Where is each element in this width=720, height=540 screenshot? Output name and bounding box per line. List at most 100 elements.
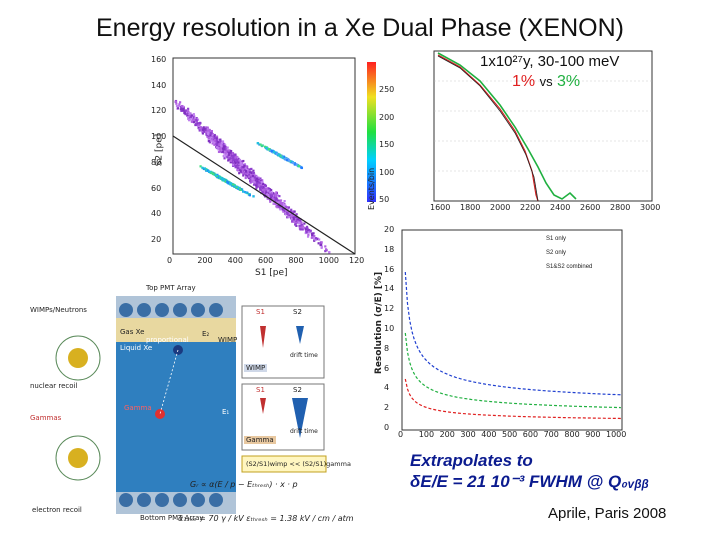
tick-label: 200: [439, 430, 455, 439]
tick-label: 700: [543, 430, 559, 439]
e-field-label: E₁: [222, 408, 230, 416]
extrapolates-line-1: Extrapolates to: [410, 451, 533, 470]
nucleus-top: [68, 348, 88, 368]
wimps-label: WIMPs/Neutrons: [30, 306, 87, 314]
spectrum-green-curve: [437, 52, 577, 200]
tick-label: 0: [398, 430, 404, 439]
tick-label: 900: [585, 430, 601, 439]
tick-label: 300: [460, 430, 476, 439]
tick-label: 800: [288, 256, 304, 265]
tick-label: 100: [379, 167, 395, 177]
credit-line: Aprile, Paris 2008: [548, 505, 667, 522]
gain-formula: Gᵣ ∝ α(E / p − Eₜₕᵣₑₛₕ) · x · p: [190, 480, 298, 489]
gas-xe-region: [116, 318, 236, 342]
wimp-label: WIMP: [218, 336, 238, 344]
tick-label: 120: [151, 106, 167, 116]
resolution-curve: [404, 378, 621, 420]
interaction-point: [155, 409, 165, 419]
scatter-xlabel: S1 [pe]: [255, 268, 288, 278]
s1-s2-scatter-plot: S2 [pe] S1 [pe] 0 200 400 600 800 1000 120 160…: [145, 50, 395, 278]
tick-label: 60: [151, 183, 162, 193]
tick-label: 50: [379, 195, 390, 204]
resolution-comparison: 1% vs 3%: [512, 73, 580, 91]
cmp-vs: vs: [539, 74, 553, 89]
s2-label-a: S2: [293, 308, 302, 316]
ratio-box: [241, 455, 327, 473]
tick-label: 1000: [318, 256, 340, 265]
gas-label: Gas Xe: [120, 328, 145, 336]
tick-label: 20: [151, 235, 162, 244]
s2-label-b: S2: [293, 386, 302, 394]
band-line: [172, 135, 356, 255]
exposure-label: 1x10²⁷y, 30-100 meV: [480, 53, 620, 70]
s1-pulse-wimp: [260, 326, 266, 348]
tick-label: 120: [349, 256, 365, 265]
tick-label: 2000: [490, 203, 511, 212]
tick-label: 3000: [640, 203, 661, 212]
e-gas-label: E₂: [202, 330, 210, 338]
tick-label: 8: [384, 343, 390, 353]
s1-label-a: S1: [256, 308, 265, 316]
tick-label: 2800: [610, 203, 631, 212]
extrapolates-line-2: δE/E = 21 10⁻³ FWHM @ Q₀ᵥᵦᵦ: [410, 472, 650, 491]
spectrum-dark-curve: [437, 55, 539, 202]
bottom-array-label: Bottom PMT Array: [140, 514, 204, 522]
tick-label: 100: [418, 430, 435, 439]
tick-label: 1000: [606, 430, 627, 439]
gamma-box-label: Gamma: [244, 436, 276, 444]
drift-label-a: drift time: [290, 352, 318, 359]
resolution-legend: S1 only S2 only S1&S2 combined: [546, 236, 592, 270]
top-array-label: Top PMT Array: [146, 284, 196, 292]
scatter-points: [174, 99, 331, 254]
tick-label: 18: [384, 244, 395, 254]
resolution-plot: Resolution (σ/E) [%] 20 18 16 14 12 10 8 6 4 2 0 0…: [374, 218, 626, 446]
resolution-curve: [404, 332, 621, 409]
legend-s2-only: S2 only: [546, 250, 567, 256]
spectrum-svg: [433, 50, 653, 202]
electron-recoil-label: electron recoil: [32, 506, 82, 514]
color-scale-bar: [367, 62, 376, 202]
nuclear-recoil-label: nuclear recoil: [30, 382, 78, 390]
tick-label: 150: [379, 140, 395, 149]
tick-label: 400: [481, 430, 497, 439]
drift-label-b: drift time: [290, 428, 318, 435]
tick-label: 400: [227, 256, 243, 265]
liquid-label: Liquid Xe: [120, 344, 153, 352]
tick-label: 600: [258, 256, 274, 265]
s1-pulse-gamma: [260, 398, 266, 414]
scatter-svg: [172, 57, 376, 255]
tick-label: 2600: [580, 203, 601, 212]
energy-spectrum-plot: 1x10²⁷y, 30-100 meV 1% vs 3% 1600 1800 200…: [420, 45, 660, 215]
tick-label: 2200: [520, 203, 541, 212]
tick-label: 200: [379, 112, 395, 122]
resolution-frame: [401, 229, 623, 431]
alpha-formula: α₁₃ₓₑ = 70 γ / kV εₜₕᵣₑₛₕ = 1.38 kV / cm…: [178, 514, 354, 523]
tick-label: 1800: [460, 203, 481, 212]
tick-label: 80: [151, 157, 162, 167]
tick-label: 16: [384, 264, 395, 274]
tick-label: 800: [564, 430, 580, 439]
s2-pulse-wimp: [296, 326, 304, 344]
tick-label: 0: [384, 423, 390, 432]
tick-label: 6: [384, 363, 390, 373]
tick-label: 40: [151, 209, 162, 219]
s2-pulse-gamma: [292, 398, 308, 438]
detector-svg: [55, 296, 327, 514]
legend-s1-only: S1 only: [546, 236, 567, 242]
nucleus-bottom: [68, 448, 88, 468]
proportional-label: proportional: [146, 336, 189, 344]
tick-label: 200: [197, 256, 213, 265]
cmp-one-percent: 1%: [512, 73, 536, 90]
tick-label: 600: [522, 430, 539, 439]
resolution-ylabel: Resolution (σ/E) [%]: [374, 271, 385, 375]
tick-label: 2: [384, 403, 390, 413]
tick-label: 0: [167, 256, 173, 265]
detector-schematic: Top PMT Array Bottom PMT Array WIMPs/Neu…: [28, 284, 378, 533]
spectrum-red-curve: [437, 54, 539, 202]
tick-label: 500: [502, 430, 518, 439]
liquid-xe-region: [116, 342, 236, 492]
resolution-svg: [401, 229, 623, 431]
tick-label: 14: [384, 284, 395, 294]
tick-label: 12: [384, 304, 395, 314]
tick-label: 140: [151, 80, 167, 90]
